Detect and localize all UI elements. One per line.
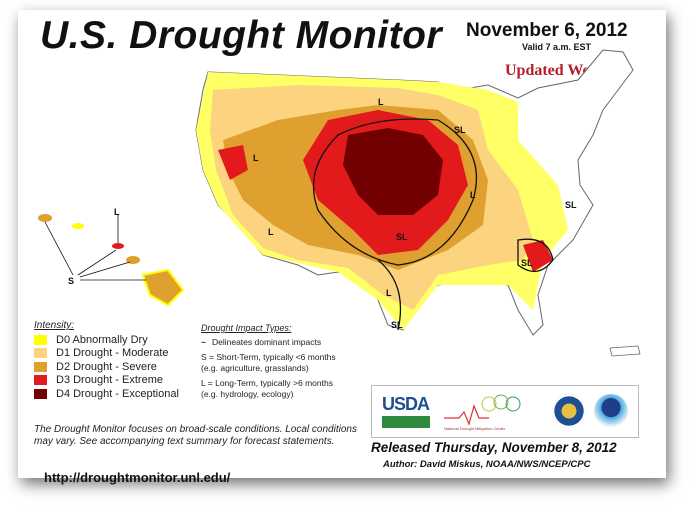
usda-logo-graphic xyxy=(382,416,430,428)
legend-swatch xyxy=(34,334,47,345)
impact-heading: Drought Impact Types: xyxy=(201,323,292,333)
impact-delineates: ~ Delineates dominant impacts xyxy=(201,337,322,347)
legend-label: D1 Drought - Moderate xyxy=(56,347,169,360)
d3-region-southeast xyxy=(523,240,553,272)
map-label: SL xyxy=(396,232,408,242)
hawaii-big-island xyxy=(141,268,185,307)
usda-logo: USDA xyxy=(382,394,430,414)
partner-logos: USDA National Drought Mitigation Center xyxy=(371,385,639,438)
drought-monitor-card: U.S. Drought Monitor November 6, 2012 Va… xyxy=(18,10,666,485)
author: Author: David Miskus, NOAA/NWS/NCEP/CPC xyxy=(383,459,591,470)
map-label: L xyxy=(253,153,259,163)
legend-item-d1: D1 Drought - Moderate xyxy=(34,347,179,361)
legend-swatch xyxy=(34,361,47,372)
impact-line xyxy=(517,238,554,272)
legend-label: D3 Drought - Extreme xyxy=(56,374,163,387)
map-date: November 6, 2012 xyxy=(466,20,628,41)
impact-short-term-example: (e.g. agriculture, grasslands) xyxy=(201,363,309,373)
map-title: U.S. Drought Monitor xyxy=(40,14,443,57)
ndmc-logo-text: National Drought Mitigation Center xyxy=(444,426,506,431)
legend-swatch xyxy=(34,375,47,386)
impact-line xyxy=(312,118,477,266)
map-label: SL xyxy=(521,258,533,268)
impact-long-term-example: (e.g. hydrology, ecology) xyxy=(201,389,294,399)
impact-short-term: S = Short-Term, typically <6 months xyxy=(201,352,336,362)
legend-swatch xyxy=(34,388,47,399)
map-label: S xyxy=(68,276,74,286)
d4-region xyxy=(343,128,443,215)
valid-time: Valid 7 a.m. EST xyxy=(522,42,592,52)
map-label: L xyxy=(114,207,120,217)
intensity-legend: Intensity: D0 Abnormally Dry D1 Drought … xyxy=(34,320,179,401)
squiggle-line-icon: ~ xyxy=(201,337,206,347)
legend-item-d2: D2 Drought - Severe xyxy=(34,360,179,374)
map-label: L xyxy=(268,227,274,237)
legend-label: D2 Drought - Severe xyxy=(56,360,157,373)
map-label: L xyxy=(378,97,384,107)
d3-region-west xyxy=(218,145,248,180)
noaa-logo-icon xyxy=(594,394,628,428)
release-date: Released Thursday, November 8, 2012 xyxy=(371,440,617,455)
hawaii-island xyxy=(38,214,52,222)
impact-line xyxy=(377,259,402,331)
impact-types-legend: Drought Impact Types: ~ Delineates domina… xyxy=(201,323,336,400)
map-label: SL xyxy=(391,320,403,330)
legend-label: D4 Drought - Exceptional xyxy=(56,387,179,400)
impact-long-term: L = Long-Term, typically >6 months xyxy=(201,378,333,388)
disclaimer-note: The Drought Monitor focuses on broad-sca… xyxy=(34,424,357,447)
legend-swatch xyxy=(34,348,47,359)
map-label: SL xyxy=(565,200,577,210)
map-label: SL xyxy=(454,125,466,135)
map-label: L xyxy=(386,288,392,298)
hawaii-pointer-lines xyxy=(44,215,146,281)
legend-heading: Intensity: xyxy=(34,320,75,331)
ndmc-logo-icon xyxy=(444,394,521,426)
legend-item-d4: D4 Drought - Exceptional xyxy=(34,387,179,401)
legend-item-d0: D0 Abnormally Dry xyxy=(34,333,179,347)
drought-map: L SL L L SL SL L SL L SL S L xyxy=(38,49,641,357)
legend-label: D0 Abnormally Dry xyxy=(56,333,148,346)
hawaii-island xyxy=(72,223,84,229)
hawaii-island xyxy=(112,243,124,249)
commerce-seal-icon xyxy=(552,394,586,428)
puerto-rico xyxy=(609,345,641,357)
map-label: L xyxy=(470,190,476,200)
map-labels: L SL L L SL SL L SL L SL S L xyxy=(68,97,577,330)
legend-item-d3: D3 Drought - Extreme xyxy=(34,374,179,388)
website-url[interactable]: http://droughtmonitor.unl.edu/ xyxy=(44,470,231,485)
